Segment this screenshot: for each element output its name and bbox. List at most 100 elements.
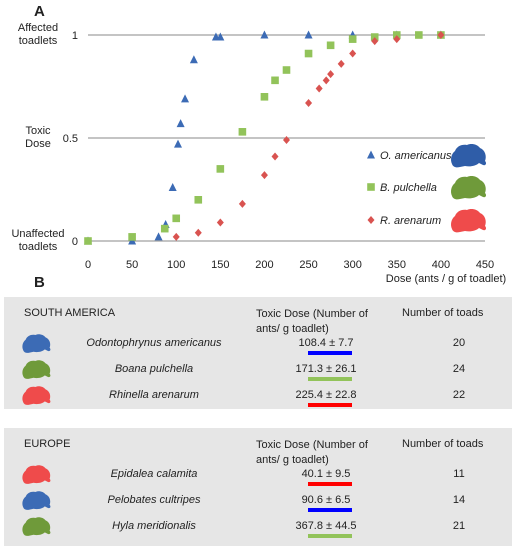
color-bar — [308, 351, 352, 355]
color-bar — [308, 508, 352, 512]
data-point — [260, 30, 269, 39]
data-point — [322, 76, 330, 85]
data-point — [437, 31, 445, 39]
toad-icon — [20, 357, 52, 386]
data-point — [349, 49, 357, 58]
x-tick-label: 250 — [299, 259, 317, 271]
toad-icon — [451, 176, 487, 200]
data-point — [176, 119, 185, 128]
legend-label: O. americanus — [380, 150, 452, 162]
data-point — [154, 232, 163, 241]
toad-icon — [20, 383, 52, 412]
legend-marker — [367, 183, 375, 191]
species-name: Rhinella arenarum — [109, 389, 199, 401]
toad-icon — [20, 331, 52, 360]
species-name: Hyla meridionalis — [112, 520, 196, 532]
toad-count: 11 — [453, 468, 465, 480]
x-tick-label: 200 — [255, 259, 273, 271]
legend-marker — [367, 150, 375, 159]
legend-marker — [367, 216, 375, 224]
species-name: Boana pulchella — [114, 363, 194, 375]
region-header: EUROPE — [24, 438, 71, 450]
data-point — [371, 37, 379, 46]
data-point — [337, 59, 345, 68]
data-point — [168, 182, 177, 191]
x-tick-label: 350 — [388, 259, 406, 271]
table-row: Boana pulchella 171.3 ± 26.1 24 — [4, 359, 512, 385]
data-point — [326, 41, 335, 50]
data-point — [260, 171, 268, 180]
x-tick-label: 0 — [85, 259, 91, 271]
x-axis-label: Dose (ants / g of toadlet) — [386, 273, 506, 285]
data-point — [128, 233, 136, 241]
table-row: Odontophrynus americanus 108.4 ± 7.7 20 — [4, 333, 512, 359]
data-point — [194, 196, 203, 204]
data-point — [238, 199, 246, 208]
data-point — [84, 237, 92, 245]
dose-header: Toxic Dose (Number of ants/ g toadlet) — [256, 439, 368, 466]
panel-b-label: B — [34, 274, 45, 291]
data-point — [173, 139, 182, 148]
data-point — [283, 136, 290, 145]
data-point — [415, 31, 423, 39]
data-point — [216, 32, 225, 41]
table-row: Pelobates cultripes 90.6 ± 6.5 14 — [4, 490, 512, 516]
data-point — [304, 49, 313, 58]
toxic-dose-value: 367.8 ± 44.5 — [295, 520, 357, 532]
y-annotation: Affected toadlets — [18, 22, 58, 47]
toxic-dose-value: 171.3 ± 26.1 — [295, 363, 357, 375]
data-point — [189, 55, 198, 64]
toxic-dose-value: 225.4 ± 22.8 — [295, 389, 357, 401]
toad-count: 14 — [452, 494, 466, 506]
x-tick-label: 300 — [343, 259, 361, 271]
legend-label: B. pulchella — [380, 182, 437, 194]
data-point — [282, 66, 291, 74]
color-bar — [308, 482, 352, 486]
x-tick-label: 50 — [126, 259, 138, 271]
x-tick-label: 450 — [476, 259, 494, 271]
toad-count: 22 — [452, 389, 466, 401]
data-point — [172, 232, 180, 241]
data-point — [172, 214, 181, 223]
species-name: Odontophrynus americanus — [86, 337, 222, 349]
data-point — [304, 30, 313, 39]
toad-icon — [20, 462, 52, 491]
count-header: Number of toads — [402, 307, 484, 319]
y-tick-label: 0.5 — [63, 133, 78, 145]
data-point — [160, 224, 169, 233]
toad-icon — [451, 144, 487, 168]
toxic-dose-value: 90.6 ± 6.5 — [301, 494, 351, 506]
color-bar — [308, 377, 352, 381]
table-row: Hyla meridionalis 367.8 ± 44.5 21 — [4, 516, 512, 542]
data-point — [216, 218, 224, 227]
europe-table: EUROPE Toxic Dose (Number of ants/ g toa… — [4, 428, 512, 546]
toad-count: 20 — [452, 337, 466, 349]
toad-icon — [451, 209, 487, 233]
color-bar — [308, 403, 352, 407]
toad-count: 24 — [452, 363, 466, 375]
south-america-table: SOUTH AMERICA Toxic Dose (Number of ants… — [4, 297, 512, 409]
dose-response-chart: 0 50 100 150 200 250 300 350 400 450 0 0.5 1 Unaffect… — [11, 22, 506, 285]
dose-header: Toxic Dose (Number of ants/ g toadlet) — [256, 308, 368, 335]
species-name: Epidalea calamita — [110, 468, 198, 480]
x-tick-label: 400 — [432, 259, 450, 271]
data-point — [238, 128, 247, 136]
region-header: SOUTH AMERICA — [24, 307, 116, 319]
data-point — [194, 228, 202, 237]
count-header: Number of toads — [402, 438, 484, 450]
data-point — [305, 98, 313, 107]
data-point — [271, 76, 279, 85]
color-bar — [308, 534, 352, 538]
x-tick-label: 100 — [167, 259, 185, 271]
toxic-dose-value: 108.4 ± 7.7 — [298, 337, 354, 349]
table-row: Rhinella arenarum 225.4 ± 22.8 22 — [4, 385, 512, 411]
data-point — [271, 152, 279, 161]
x-tick-label: 150 — [211, 259, 229, 271]
y-tick-label: 0 — [72, 236, 78, 248]
panel-a-label: A — [34, 3, 45, 20]
legend-label: R. arenarum — [380, 215, 441, 227]
toad-count: 21 — [452, 520, 466, 532]
data-point — [260, 93, 269, 101]
data-point — [327, 70, 335, 79]
data-point — [370, 33, 379, 41]
